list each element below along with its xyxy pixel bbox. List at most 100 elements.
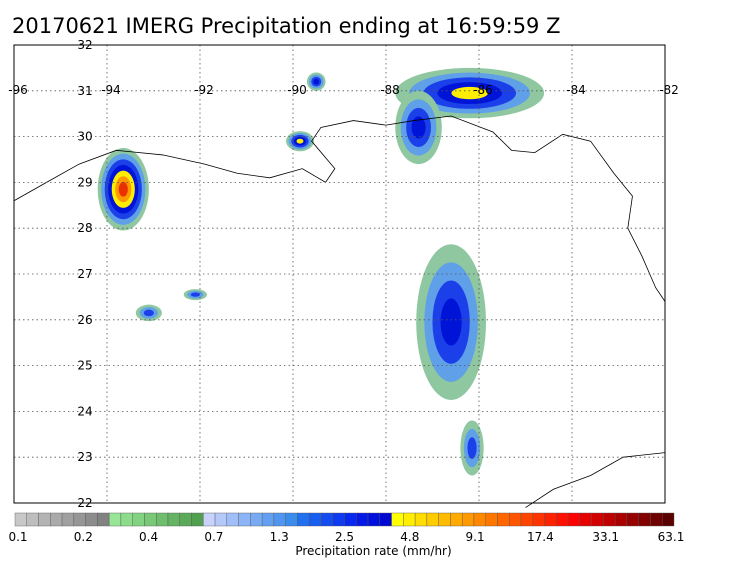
colorbar-swatch (426, 512, 439, 527)
colorbar-swatch (85, 512, 98, 527)
colorbar-swatch (473, 512, 486, 527)
colorbar-swatch (191, 512, 204, 527)
colorbar-swatch (332, 512, 345, 527)
colorbar-swatch (73, 512, 86, 527)
colorbar-swatch (391, 512, 404, 527)
latitude-tick: 25 (77, 359, 92, 373)
colorbar-swatch (238, 512, 251, 527)
colorbar-swatch (532, 512, 545, 527)
precipitation-layer (97, 67, 545, 476)
precip-contour (313, 78, 320, 85)
colorbar-swatch (497, 512, 510, 527)
colorbar-swatch (273, 512, 286, 527)
colorbar-swatch (226, 512, 239, 527)
colorbar-swatch (638, 512, 651, 527)
colorbar-swatch (261, 512, 275, 527)
colorbar-swatch (603, 512, 616, 527)
colorbar-swatch (97, 512, 110, 527)
colorbar-tick: 0.2 (74, 530, 93, 544)
gulf-small-cell-2 (183, 289, 207, 301)
longitude-tick: -88 (380, 83, 400, 97)
colorbar-swatch (509, 512, 522, 527)
colorbar-swatch (544, 512, 557, 527)
gulf-coastline (13, 115, 666, 302)
colorbar-swatch (203, 512, 216, 527)
precip-contour (411, 116, 426, 139)
cuba-coastline (525, 452, 666, 508)
colorbar-swatch (579, 512, 592, 527)
colorbar-swatch (214, 512, 228, 527)
map-title: 20170621 IMERG Precipitation ending at 1… (12, 14, 561, 38)
longitude-tick: -86 (473, 83, 493, 97)
precip-contour (190, 292, 200, 297)
colorbar-swatch (626, 512, 639, 527)
east-gulf-band (416, 244, 486, 400)
longitude-tick: -90 (287, 83, 307, 97)
colorbar-swatch (356, 512, 369, 527)
colorbar-swatch (285, 512, 298, 527)
latitude-tick-labels: 32 31 30 29 28 27 26 25 24 23 22 (77, 38, 92, 510)
colorbar-swatch (61, 512, 75, 527)
precip-contour (296, 138, 304, 144)
precip-contour (440, 298, 462, 346)
latitude-tick: 24 (77, 404, 92, 418)
colorbar-swatch (297, 512, 310, 527)
latitude-tick: 23 (77, 450, 92, 464)
colorbar-swatch (438, 512, 451, 527)
colorbar-swatch (344, 512, 357, 527)
precip-contour (467, 437, 477, 459)
colorbar-swatch (556, 512, 569, 527)
colorbar-tick: 2.5 (335, 530, 354, 544)
colorbar-swatch (132, 512, 145, 527)
colorbar-tick: 63.1 (658, 530, 685, 544)
gulf-tail (460, 420, 484, 476)
longitude-tick: -92 (194, 83, 214, 97)
colorbar-tick: 0.7 (204, 530, 223, 544)
colorbar-swatch (120, 512, 133, 527)
colorbar-swatches (14, 512, 675, 527)
colorbar-swatch (485, 512, 498, 527)
colorbar-swatch (520, 512, 533, 527)
longitude-tick: -96 (8, 83, 28, 97)
latitude-tick: 26 (77, 313, 92, 327)
colorbar-tick: 4.8 (400, 530, 419, 544)
precip-contour (143, 309, 154, 317)
colorbar-swatch (650, 512, 663, 527)
colorbar-tick: 17.4 (527, 530, 554, 544)
latitude-tick: 22 (77, 496, 92, 510)
colorbar-swatch (320, 512, 333, 527)
longitude-tick-labels: -96 -94 -92 -90 -88 -86 -84 -82 (8, 83, 679, 97)
colorbar-swatch (179, 512, 192, 527)
colorbar-tick-labels: 0.1 0.2 0.4 0.7 1.3 2.5 4.8 9.1 17.4 33.1 63.1 (8, 530, 684, 544)
colorbar-swatch (567, 512, 581, 527)
colorbar-tick: 1.3 (270, 530, 289, 544)
latitude-tick: 32 (77, 38, 92, 52)
map-frame (13, 44, 666, 504)
latitude-tick: 31 (77, 84, 92, 98)
longitude-tick: -94 (101, 83, 121, 97)
colorbar-swatch (662, 512, 675, 527)
colorbar-swatch (308, 512, 322, 527)
colorbar-swatch (403, 512, 416, 527)
latitude-tick: 27 (77, 267, 92, 281)
latitude-tick: 30 (77, 130, 92, 144)
colorbar-swatch (614, 512, 628, 527)
colorbar-swatch (156, 512, 169, 527)
florida-panhandle-west (395, 90, 442, 165)
latitude-tick: 28 (77, 221, 92, 235)
colorbar-swatch (38, 512, 51, 527)
colorbar-swatch (144, 512, 157, 527)
colorbar-swatch (450, 512, 463, 527)
precip-contour (118, 181, 128, 197)
colorbar-swatch (167, 512, 180, 527)
mississippi-cell (306, 72, 326, 91)
colorbar-swatch (414, 512, 428, 527)
louisiana-offshore-storm (97, 148, 149, 231)
colorbar-swatch (379, 512, 392, 527)
colorbar-swatch (26, 512, 39, 527)
colorbar-swatch (50, 512, 63, 527)
colorbar-swatch (367, 512, 381, 527)
colorbar-swatch (14, 512, 27, 527)
colorbar-tick: 0.1 (8, 530, 27, 544)
